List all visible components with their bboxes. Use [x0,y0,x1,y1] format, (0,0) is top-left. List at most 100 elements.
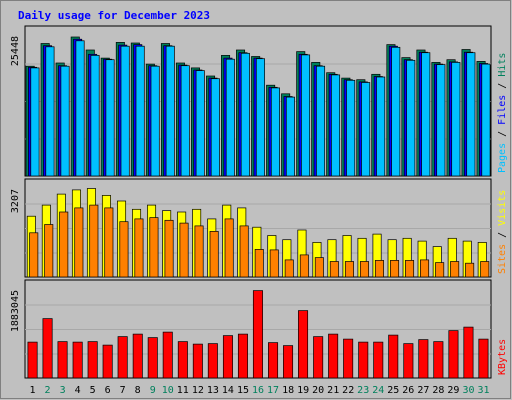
bar-sites-day-7 [119,221,129,278]
x-tick-label-day-11: 11 [177,385,189,396]
bar-kbytes-day-9 [147,337,158,379]
bar-pages-day-13 [210,78,220,177]
bar-sites-day-10 [164,219,174,278]
x-tick-label-day-27: 27 [417,385,429,396]
bar-sites-day-25 [390,260,400,278]
legend-separator: / [497,77,508,95]
bar-kbytes-day-22 [343,338,354,379]
bar-sites-day-4 [74,207,84,278]
legend-hits: Hits [497,53,508,77]
bar-pages-day-26 [406,59,416,177]
bar-sites-day-1 [29,232,39,278]
x-tick-label-day-23: 23 [357,385,369,396]
x-tick-label-day-7: 7 [120,385,126,396]
x-tick-label-day-21: 21 [327,385,339,396]
panel-hits-files-pages: 25448 Pages / Files / Hits [10,25,508,177]
bar-kbytes-day-11 [177,341,188,379]
x-tick-label-day-24: 24 [372,385,384,396]
x-tick-label-day-9: 9 [150,385,156,396]
bar-pages-day-6 [105,59,115,177]
bar-kbytes-day-20 [313,336,324,379]
bar-pages-day-24 [376,76,386,177]
bar-kbytes-day-21 [328,333,339,379]
bar-sites-day-19 [299,254,309,278]
bar-sites-day-9 [149,217,159,278]
panel-kbytes: 1883045 KBytes [10,279,508,379]
bar-kbytes-day-23 [358,341,369,379]
legend-kbytes: KBytes [497,339,508,375]
bar-sites-day-24 [374,260,384,278]
bar-kbytes-day-6 [102,344,113,379]
bar-sites-day-12 [194,225,204,278]
bar-kbytes-day-26 [403,343,414,379]
bar-pages-day-12 [195,70,205,177]
bar-sites-day-5 [89,204,99,278]
bar-sites-day-11 [179,222,189,278]
x-tick-label-day-2: 2 [44,385,50,396]
bar-pages-day-2 [45,46,55,177]
bar-kbytes-day-28 [433,341,444,379]
bar-sites-day-20 [314,257,324,278]
panel-legend: Pages / Files / Hits [497,53,508,173]
bar-kbytes-day-7 [117,336,128,379]
bar-sites-day-14 [224,218,234,278]
series-sites [29,204,490,278]
bar-pages-day-7 [120,45,130,177]
x-tick-label-day-31: 31 [477,385,489,396]
bar-pages-day-4 [75,40,85,177]
bar-kbytes-day-10 [162,331,173,379]
bar-sites-day-31 [480,261,490,278]
bar-pages-day-20 [316,65,326,177]
bar-pages-day-9 [150,65,160,177]
bar-sites-day-30 [465,262,475,278]
x-tick-label-day-15: 15 [237,385,249,396]
bar-sites-day-28 [435,262,445,278]
bar-sites-day-21 [329,261,339,278]
bar-kbytes-day-15 [237,333,248,379]
panel-legend: KBytes [497,339,508,375]
chart-title: Daily usage for December 2023 [18,9,210,22]
x-tick-label-day-18: 18 [282,385,294,396]
bar-kbytes-day-1 [27,341,38,379]
bar-pages-day-10 [165,45,175,177]
legend-pages: Pages [497,143,508,173]
legend-separator: / [497,125,508,143]
bar-sites-day-16 [254,249,264,278]
y-max-label: 3207 [10,189,21,213]
bar-kbytes-day-8 [132,333,143,379]
bar-sites-day-15 [239,225,249,278]
bar-pages-day-22 [346,79,356,177]
x-tick-label-day-22: 22 [342,385,354,396]
bar-sites-day-29 [450,261,460,278]
bar-kbytes-day-2 [42,318,53,379]
bar-pages-day-1 [30,67,40,177]
bar-kbytes-day-18 [283,345,294,379]
bar-pages-day-21 [331,74,341,177]
bar-pages-day-16 [255,58,265,177]
series-pages [30,40,491,177]
x-tick-label-day-16: 16 [252,385,264,396]
bar-pages-day-28 [436,64,446,177]
x-tick-label-day-25: 25 [387,385,399,396]
bar-pages-day-23 [361,82,371,177]
bar-pages-day-14 [225,58,235,177]
bar-kbytes-day-5 [87,341,98,379]
bar-kbytes-day-13 [207,343,218,379]
x-tick-label-day-6: 6 [105,385,111,396]
bar-sites-day-26 [405,260,415,278]
bar-kbytes-day-25 [388,334,399,379]
bar-pages-day-11 [180,65,190,177]
legend-files: Files [497,95,508,125]
y-max-label: 1883045 [10,290,21,332]
bar-sites-day-6 [104,207,114,278]
bar-sites-day-17 [269,249,279,278]
y-max-label: 25448 [10,36,21,66]
bar-sites-day-18 [284,259,294,278]
bar-kbytes-day-12 [192,343,203,379]
bar-kbytes-day-19 [298,310,309,379]
x-tick-label-day-13: 13 [207,385,219,396]
x-tick-label-day-14: 14 [222,385,234,396]
bar-pages-day-30 [466,52,476,177]
x-axis-tick-labels: 1 2 3 4 5 6 7 8 9 10 11 12 13 14 15 16 17 18 19 20 21 22 23 24 2… [29,385,489,396]
